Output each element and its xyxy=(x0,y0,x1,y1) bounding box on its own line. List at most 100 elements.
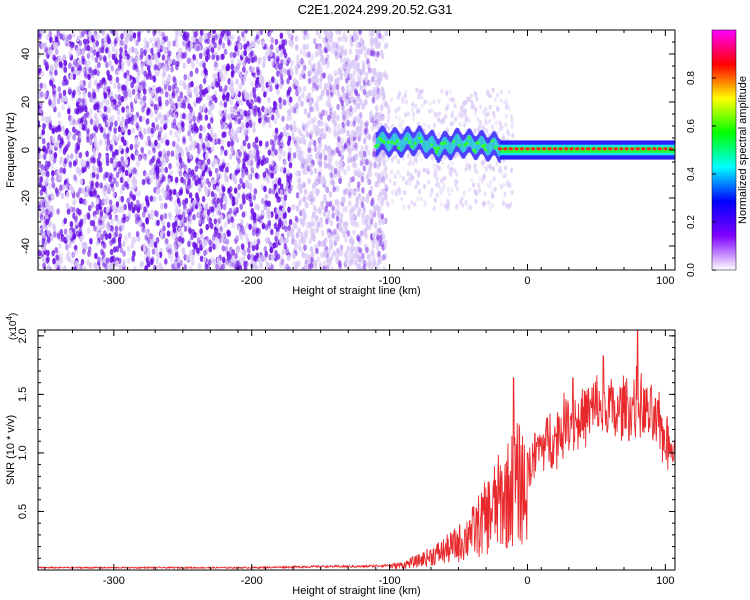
noise-point xyxy=(225,259,230,267)
noise-point xyxy=(326,214,331,221)
noise-point xyxy=(114,30,119,37)
noise-point xyxy=(117,94,122,101)
noise-point xyxy=(295,192,300,199)
noise-point xyxy=(269,246,274,254)
noise-point xyxy=(228,186,233,193)
noise-point xyxy=(201,170,206,177)
noise-point xyxy=(114,58,119,65)
noise-point xyxy=(338,220,343,227)
noise-point xyxy=(280,58,284,66)
noise-point xyxy=(147,213,152,220)
noise-point xyxy=(213,230,218,238)
noise-point xyxy=(320,127,325,135)
noise-point xyxy=(277,196,281,203)
noise-point xyxy=(176,122,181,129)
noise-point xyxy=(219,149,224,156)
noise-point xyxy=(72,199,76,206)
noise-point xyxy=(275,108,279,116)
noise-point xyxy=(161,65,166,72)
noise-point xyxy=(250,214,255,221)
noise-point xyxy=(188,227,193,235)
noise-point xyxy=(376,177,381,184)
noise-point xyxy=(112,177,117,184)
noise-point xyxy=(160,202,164,210)
noise-point xyxy=(172,188,177,196)
noise-point xyxy=(322,260,327,267)
noise-point xyxy=(198,132,203,139)
noise-point xyxy=(49,144,53,151)
noise-point xyxy=(177,145,182,153)
noise-point xyxy=(318,82,323,90)
noise-point xyxy=(384,183,388,189)
noise-point xyxy=(199,255,204,262)
noise-point xyxy=(320,229,325,237)
noise-point xyxy=(139,54,143,61)
noise-point xyxy=(54,48,59,55)
noise-point xyxy=(355,221,360,229)
noise-point xyxy=(127,176,131,183)
noise-point xyxy=(491,87,495,93)
noise-point xyxy=(329,243,333,250)
noise-point xyxy=(62,147,67,154)
noise-point xyxy=(147,140,152,147)
noise-point xyxy=(336,90,341,97)
noise-point xyxy=(131,236,135,243)
noise-point xyxy=(309,169,314,176)
noise-point xyxy=(323,159,327,166)
noise-point xyxy=(282,99,287,106)
noise-point xyxy=(464,99,468,105)
noise-point xyxy=(394,191,399,197)
noise-point xyxy=(276,89,280,96)
noise-point xyxy=(54,247,58,254)
noise-point xyxy=(106,205,111,212)
noise-point xyxy=(161,45,165,52)
noise-point xyxy=(362,165,367,172)
noise-point xyxy=(120,195,125,203)
noise-point xyxy=(126,74,130,82)
noise-point xyxy=(342,57,347,64)
noise-point xyxy=(98,54,103,61)
noise-point xyxy=(227,217,231,225)
noise-point xyxy=(337,68,342,76)
noise-point xyxy=(195,91,199,98)
noise-point xyxy=(348,192,352,199)
noise-point xyxy=(114,93,118,101)
noise-point xyxy=(487,118,491,124)
noise-point xyxy=(335,185,340,192)
noise-point xyxy=(507,89,511,95)
noise-point xyxy=(415,158,419,164)
noise-point xyxy=(330,266,335,270)
noise-point xyxy=(324,205,328,213)
noise-point xyxy=(422,183,426,190)
noise-point xyxy=(327,247,331,255)
noise-point xyxy=(39,82,44,89)
noise-point xyxy=(353,106,357,113)
noise-point xyxy=(364,98,368,106)
noise-point xyxy=(167,50,172,57)
noise-point xyxy=(168,248,172,255)
noise-point xyxy=(230,58,234,65)
noise-point xyxy=(446,198,450,204)
noise-point xyxy=(411,160,415,166)
band-peak xyxy=(519,147,525,151)
noise-point xyxy=(300,162,305,170)
noise-point xyxy=(245,181,250,189)
noise-point xyxy=(365,220,369,227)
noise-point xyxy=(349,176,354,183)
noise-point xyxy=(229,51,234,59)
noise-point xyxy=(193,100,197,108)
noise-point xyxy=(374,71,378,79)
noise-point xyxy=(121,106,125,113)
noise-point xyxy=(282,150,286,157)
noise-point xyxy=(43,147,48,154)
noise-point xyxy=(287,57,291,64)
noise-point xyxy=(243,43,247,50)
noise-point xyxy=(435,181,439,187)
noise-point xyxy=(103,92,108,100)
noise-point xyxy=(361,196,365,203)
noise-point xyxy=(124,159,129,166)
noise-point xyxy=(246,246,251,254)
noise-point xyxy=(92,49,97,56)
noise-point xyxy=(167,43,171,50)
noise-point xyxy=(213,60,218,68)
